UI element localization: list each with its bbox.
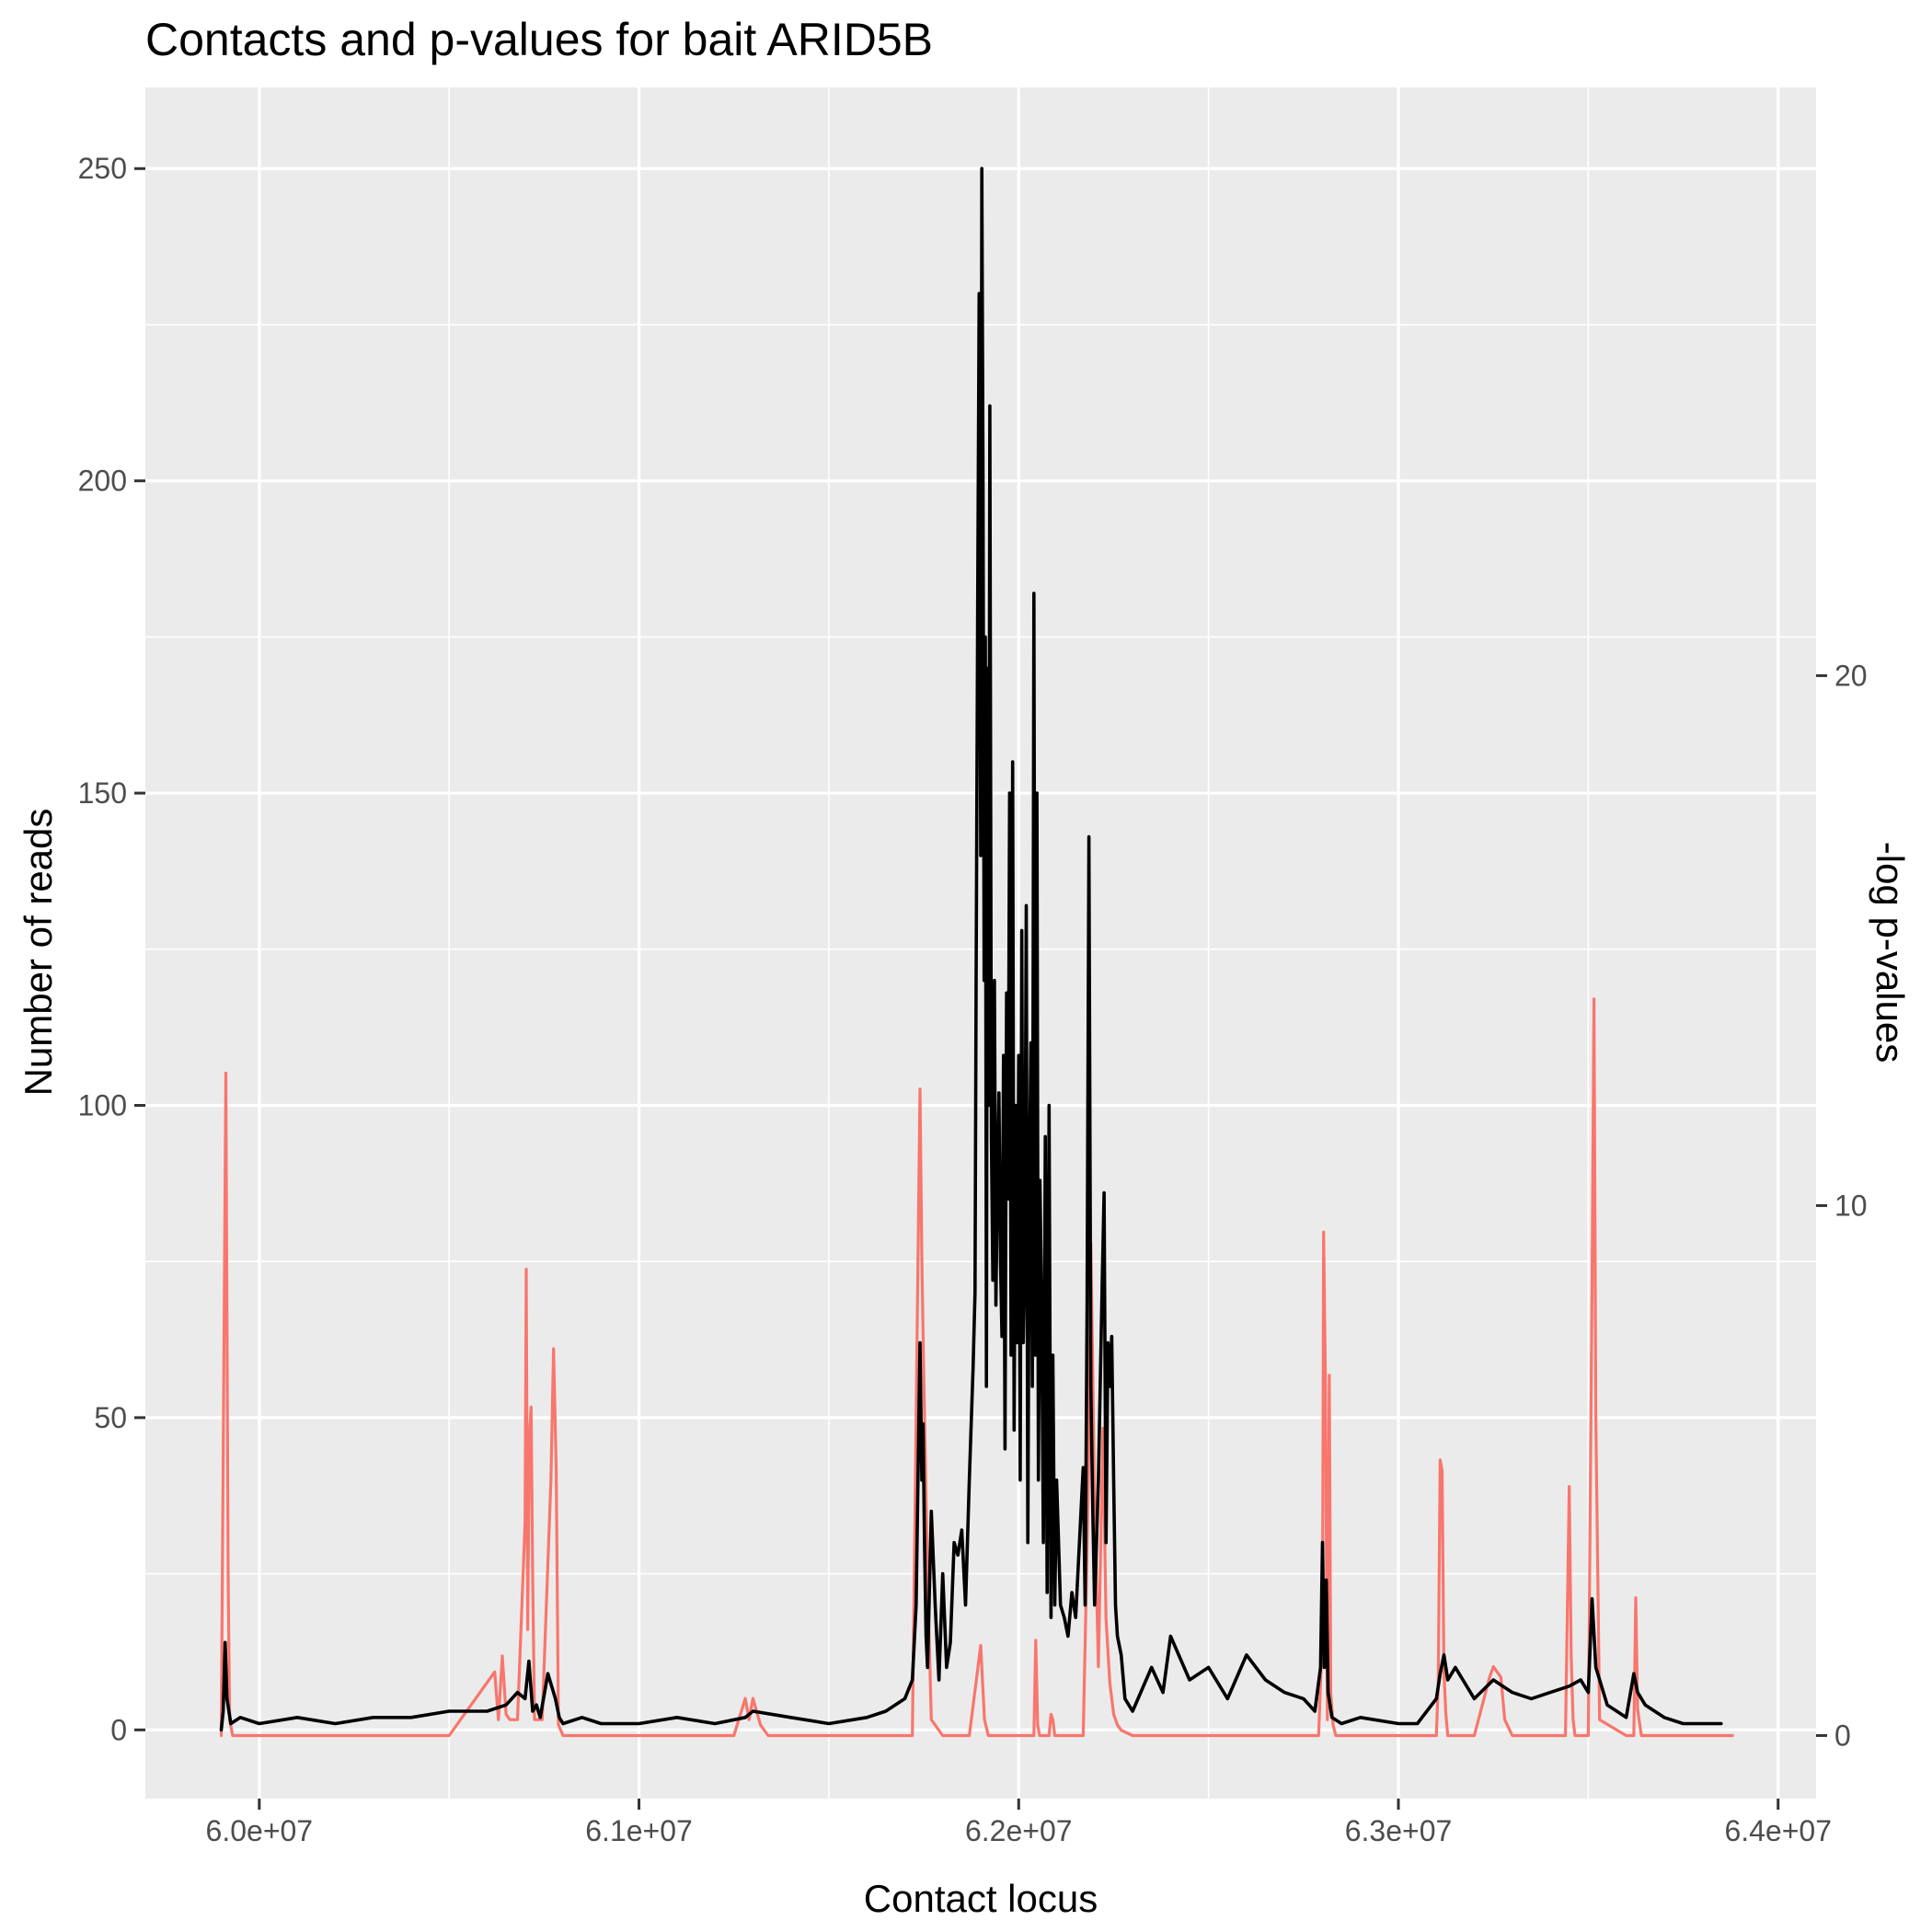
series-layer [219,167,1734,1738]
reads-series-line [219,167,1723,1732]
y-tick-label: 200 [78,465,127,498]
minor-gridlines [145,87,1816,1799]
x-axis: 6.0e+07 6.1e+07 6.2e+07 6.3e+07 6.4e+07 [206,1799,1832,1847]
y-tick-label: 50 [94,1401,127,1434]
y-tick-label: 150 [78,776,127,810]
y-axis-right: 0 10 20 [1816,659,1868,1752]
y2-axis-title: -log p-values [1869,842,1912,1063]
x-tick-label: 6.3e+07 [1345,1814,1453,1847]
y2-tick-label: 0 [1834,1719,1851,1752]
x-tick-label: 6.4e+07 [1724,1814,1832,1847]
y-axis-left: 0 50 100 150 200 250 [78,152,145,1746]
x-tick-label: 6.2e+07 [965,1814,1073,1847]
x-tick-label: 6.0e+07 [206,1814,314,1847]
y-tick-label: 100 [78,1088,127,1121]
x-tick-label: 6.1e+07 [585,1814,693,1847]
y2-tick-label: 10 [1834,1189,1868,1222]
y-tick-label: 250 [78,152,127,185]
y2-tick-label: 20 [1834,659,1868,692]
x-axis-title: Contact locus [864,1877,1098,1920]
y-tick-label: 0 [110,1713,127,1746]
y-axis-title: Number of reads [17,809,60,1097]
chart-title: Contacts and p-values for bait ARID5B [145,14,933,65]
major-gridlines [145,87,1816,1799]
pvalue-series-line [219,997,1734,1738]
